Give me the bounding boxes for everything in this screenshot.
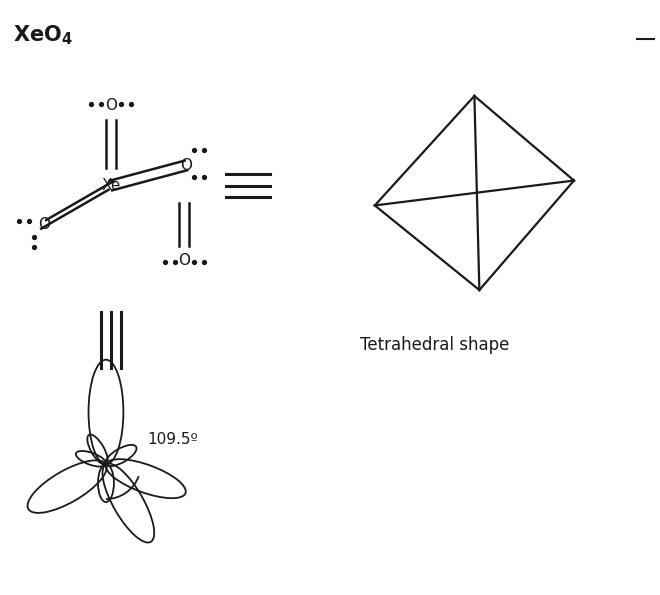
Text: Xe: Xe: [101, 178, 121, 193]
Text: $\mathbf{XeO_4}$: $\mathbf{XeO_4}$: [13, 23, 73, 47]
Text: O: O: [178, 253, 191, 268]
Text: O: O: [180, 158, 192, 173]
Text: 109.5º: 109.5º: [148, 432, 199, 447]
Text: O: O: [105, 98, 117, 114]
Text: O: O: [38, 217, 50, 232]
Text: Tetrahedral shape: Tetrahedral shape: [360, 336, 510, 354]
